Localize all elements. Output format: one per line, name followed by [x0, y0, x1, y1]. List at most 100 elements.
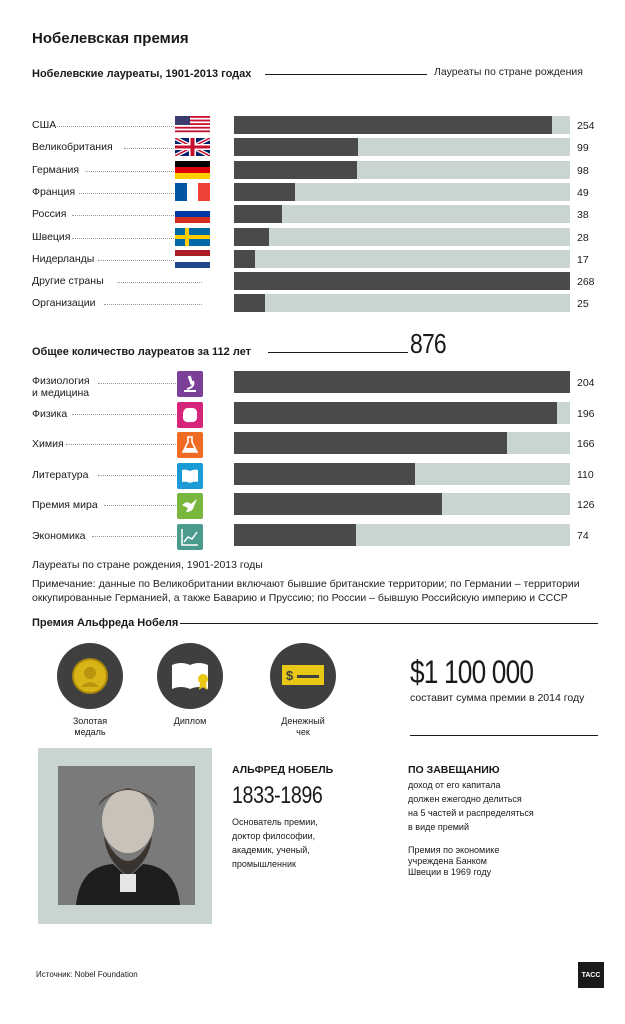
category-label-line: Литература	[32, 469, 89, 481]
country-bar-track	[234, 116, 570, 134]
diploma-icon	[172, 663, 208, 690]
category-bar-track	[234, 463, 570, 485]
category-label-line: и медицина	[32, 387, 90, 399]
category-bar-track	[234, 493, 570, 515]
dotted-leader	[72, 238, 202, 239]
category-value: 196	[577, 408, 595, 420]
total-rule	[268, 352, 408, 353]
dotted-leader	[98, 383, 202, 384]
economics-note: Премия по экономике учреждена Банком Шве…	[408, 845, 499, 878]
country-label: Россия	[32, 208, 67, 220]
category-label-line: Физиология	[32, 375, 90, 387]
country-label: США	[32, 119, 57, 131]
category-label-line: Экономика	[32, 530, 86, 542]
book-icon	[177, 463, 203, 489]
country-label: Германия	[32, 164, 80, 176]
dotted-leader	[66, 444, 202, 445]
country-value: 254	[577, 120, 595, 132]
category-value: 166	[577, 438, 595, 450]
dotted-leader	[53, 126, 202, 127]
category-bar	[234, 493, 442, 515]
category-bar-track	[234, 524, 570, 546]
bio-line: промышленник	[232, 859, 296, 869]
category-bar	[234, 432, 508, 454]
country-bar	[234, 138, 359, 156]
nobel-portrait	[58, 766, 195, 905]
chart-remark: Примечание: данные по Великобритании вкл…	[32, 577, 602, 605]
category-bar	[234, 402, 557, 424]
dove-icon	[177, 493, 203, 519]
will-line: в виде премий	[408, 822, 469, 832]
country-value: 38	[577, 209, 589, 221]
category-label: Физика	[32, 408, 67, 420]
check-label: Денежный чек	[258, 716, 348, 738]
country-label: Франция	[32, 186, 76, 198]
country-bar-track	[234, 183, 570, 201]
atom-icon	[177, 402, 203, 428]
nobel-bio: Основатель премии, доктор философии, ака…	[232, 815, 318, 871]
medal-label-line: Золотая	[72, 716, 108, 726]
country-bar-track	[234, 138, 570, 156]
check-label-line: Денежный	[281, 716, 325, 726]
dotted-leader	[91, 536, 202, 537]
country-label: Нидерланды	[32, 253, 95, 265]
category-bar	[234, 524, 356, 546]
will-line: должен ежегодно делиться	[408, 794, 522, 804]
flask-icon	[177, 432, 203, 458]
category-label: Химия	[32, 438, 64, 450]
country-value: 17	[577, 254, 589, 266]
category-label: Физиология и медицина	[32, 375, 90, 399]
dotted-leader	[98, 475, 202, 476]
country-value: 49	[577, 187, 589, 199]
country-value: 268	[577, 276, 595, 288]
prize-rule	[180, 623, 598, 624]
country-value: 25	[577, 298, 589, 310]
nobel-name: АЛЬФРЕД НОБЕЛЬ	[232, 764, 334, 776]
country-value: 98	[577, 165, 589, 177]
dotted-leader	[117, 282, 202, 283]
econ-line: Премия по экономике	[408, 845, 500, 855]
category-value: 110	[577, 469, 594, 481]
remark-line: оккупированные Германией, а также Бавари…	[32, 592, 568, 604]
chart-icon	[177, 524, 203, 550]
uk-flag-icon	[175, 138, 210, 156]
category-label-line: Премия мира	[32, 499, 98, 511]
prize-amount-rule	[410, 735, 598, 736]
country-value: 28	[577, 232, 589, 244]
total-laureates: 876	[410, 328, 447, 359]
bio-line: доктор философии,	[232, 831, 316, 841]
title-rule	[265, 74, 427, 75]
diploma-circle	[157, 643, 223, 709]
diploma-label: Диплом	[173, 716, 207, 726]
netherlands-flag-icon	[175, 250, 210, 268]
country-value: 99	[577, 142, 589, 154]
econ-line: Швеции в 1969 году	[408, 867, 492, 877]
usa-flag-icon	[175, 116, 210, 134]
prize-title: Премия Альфреда Нобеля	[32, 617, 179, 629]
country-bar	[234, 272, 570, 290]
country-bar	[234, 183, 296, 201]
dotted-leader	[104, 505, 202, 506]
country-bar-track	[234, 205, 570, 223]
dotted-leader	[72, 414, 202, 415]
dotted-leader	[72, 215, 202, 216]
country-bar	[234, 116, 553, 134]
category-bar	[234, 371, 570, 393]
category-label-line: Физика	[32, 408, 68, 420]
category-bar-track	[234, 432, 570, 454]
will-text: доход от его капитала должен ежегодно де…	[408, 778, 534, 834]
source-note: Источник: Nobel Foundation	[36, 970, 138, 979]
medal-label: Золотая медаль	[45, 716, 135, 738]
category-label: Литература	[32, 469, 88, 481]
country-bar-track	[234, 161, 570, 179]
country-legend: Лауреаты по стране рождения	[434, 66, 583, 78]
page-title: Нобелевская премия	[32, 30, 189, 47]
country-bar-track	[234, 272, 570, 290]
country-bar	[234, 205, 282, 223]
country-chart-title: Нобелевские лауреаты, 1901-2013 годах	[32, 68, 252, 80]
econ-line: учреждена Банком	[408, 856, 487, 866]
prize-amount-caption: составит сумма премии в 2014 году	[410, 692, 585, 704]
category-bar	[234, 463, 416, 485]
nobel-years: 1833-1896	[232, 782, 323, 809]
country-label: Другие страны	[32, 275, 104, 287]
